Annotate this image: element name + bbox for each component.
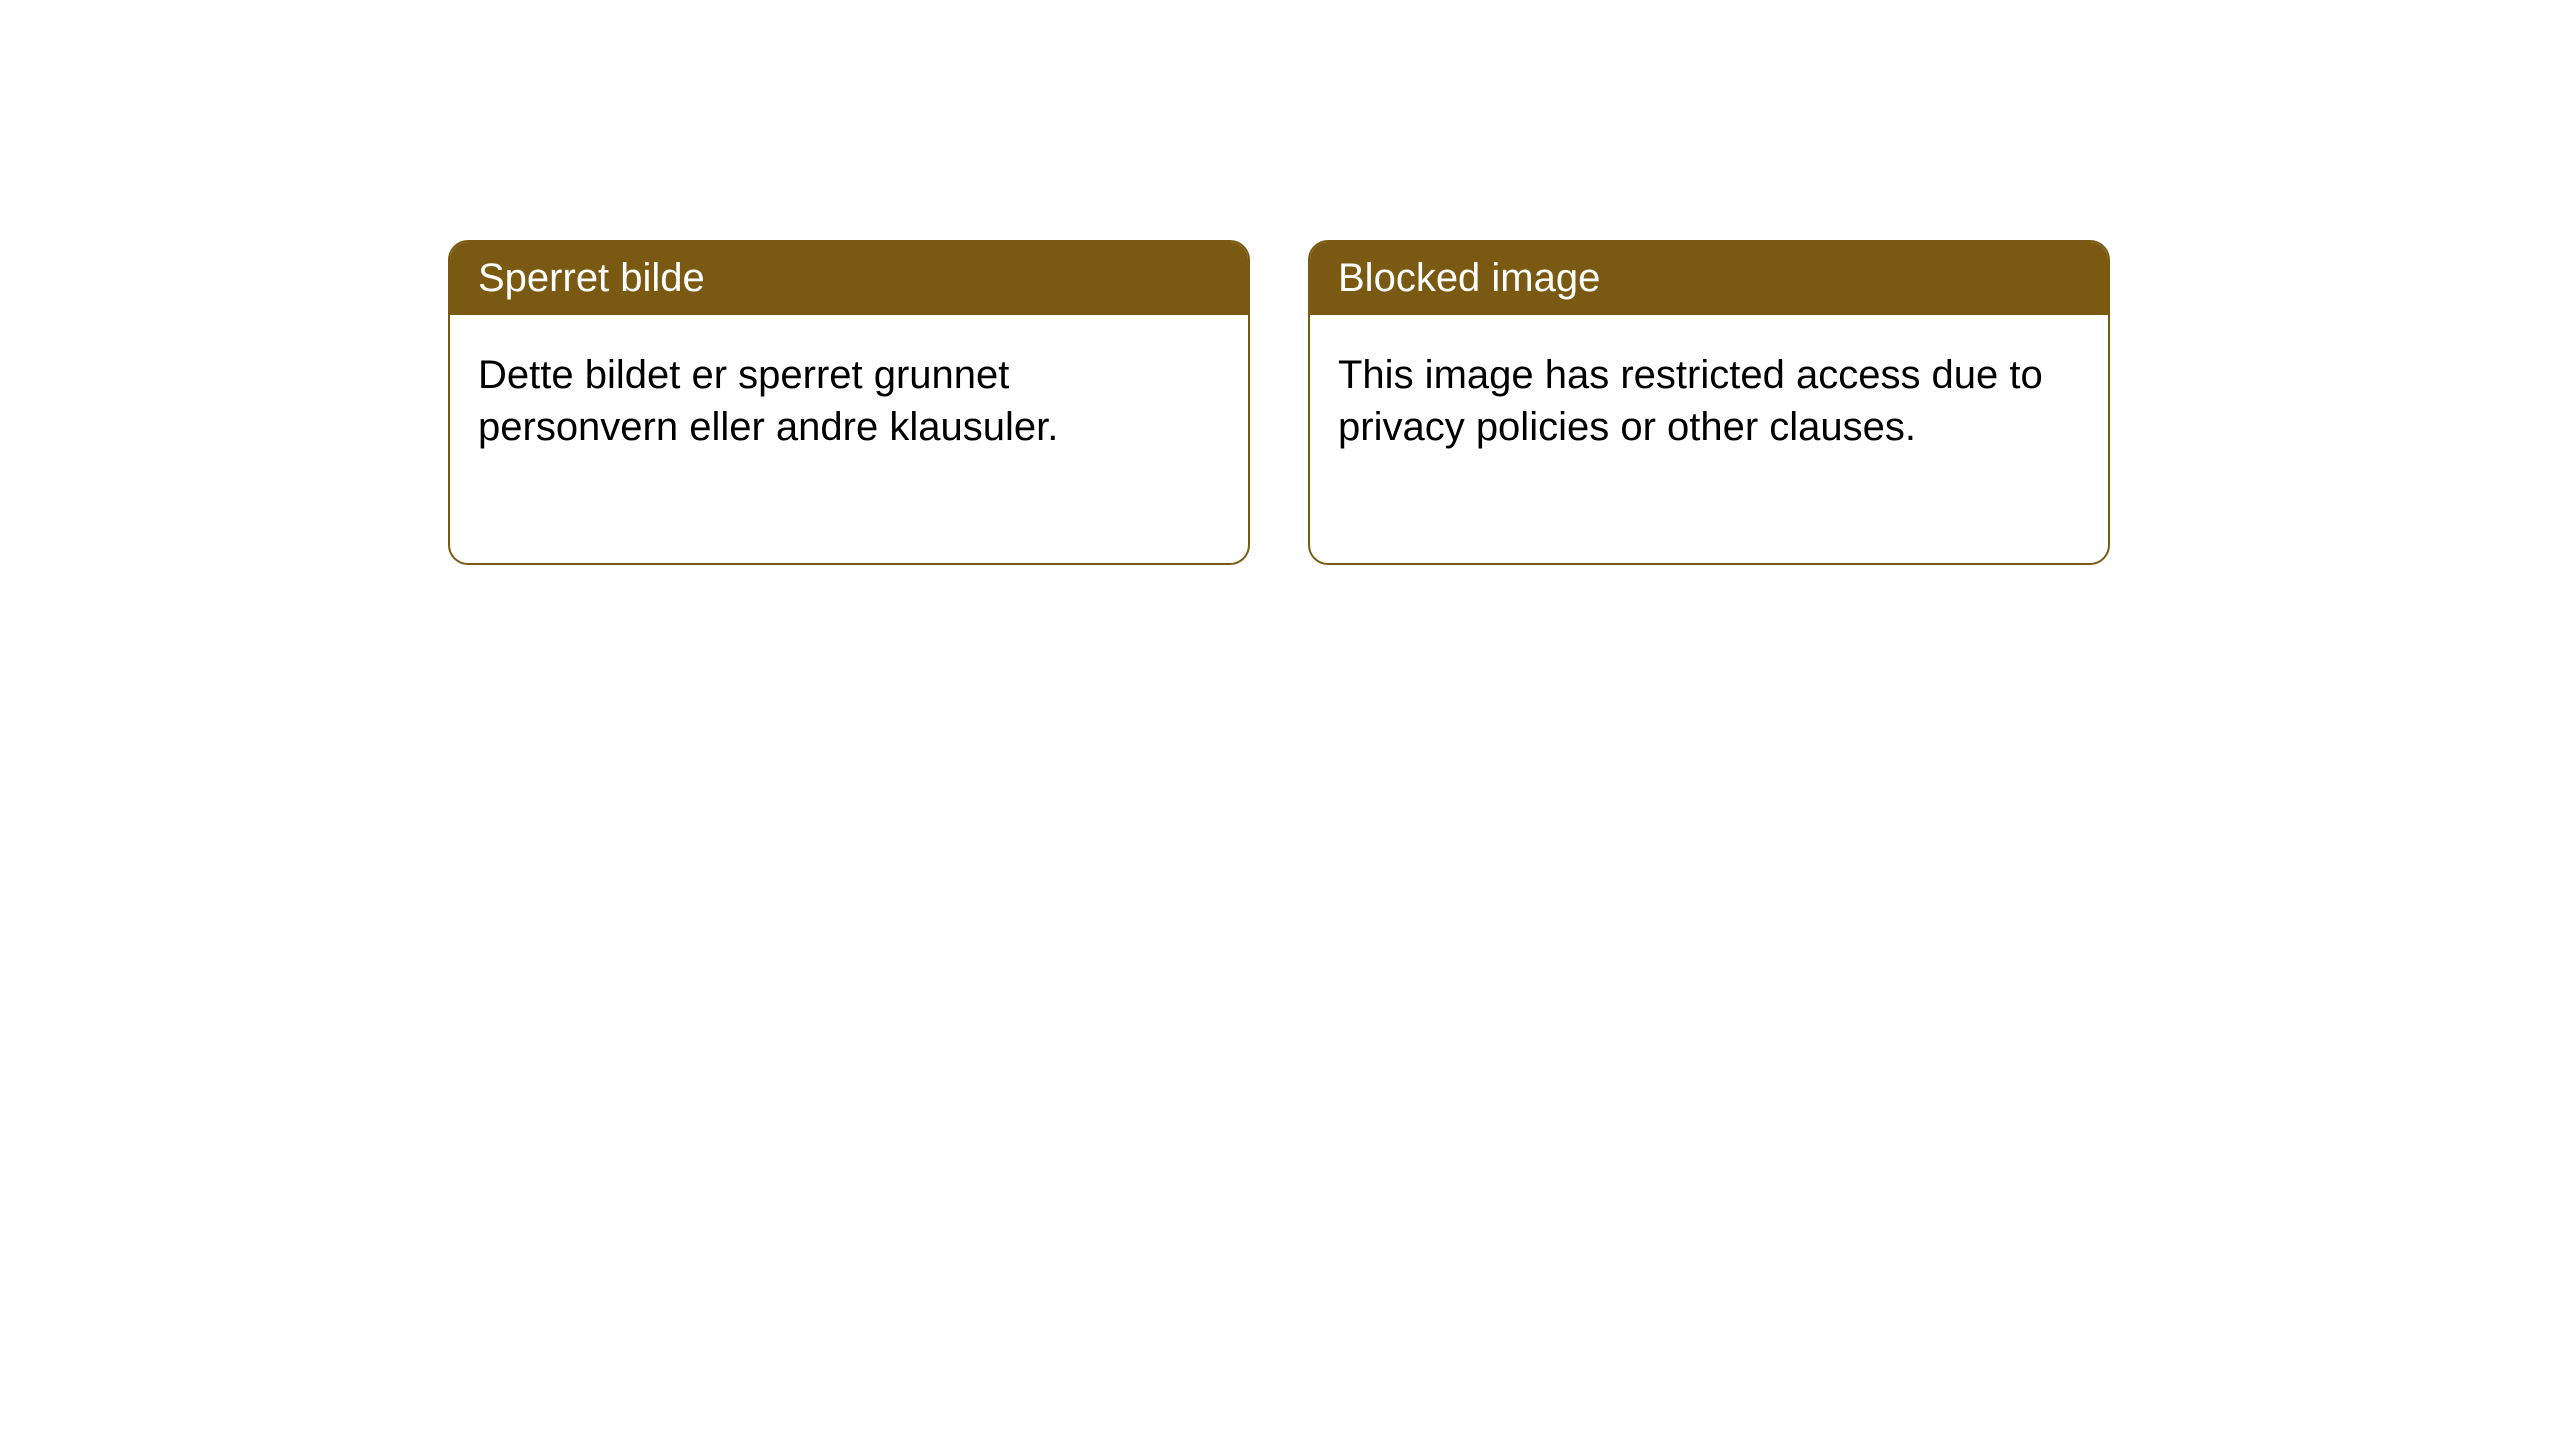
notice-card-body: Dette bildet er sperret grunnet personve… — [450, 315, 1248, 563]
notice-container: Sperret bilde Dette bildet er sperret gr… — [448, 240, 2110, 565]
notice-card-body: This image has restricted access due to … — [1310, 315, 2108, 563]
notice-card-body-text: Dette bildet er sperret grunnet personve… — [478, 353, 1058, 449]
notice-card-english: Blocked image This image has restricted … — [1308, 240, 2110, 565]
notice-card-title: Sperret bilde — [478, 256, 705, 300]
notice-card-norwegian: Sperret bilde Dette bildet er sperret gr… — [448, 240, 1250, 565]
notice-card-header: Blocked image — [1310, 242, 2108, 315]
notice-card-header: Sperret bilde — [450, 242, 1248, 315]
notice-card-body-text: This image has restricted access due to … — [1338, 353, 2043, 449]
notice-card-title: Blocked image — [1338, 256, 1600, 300]
